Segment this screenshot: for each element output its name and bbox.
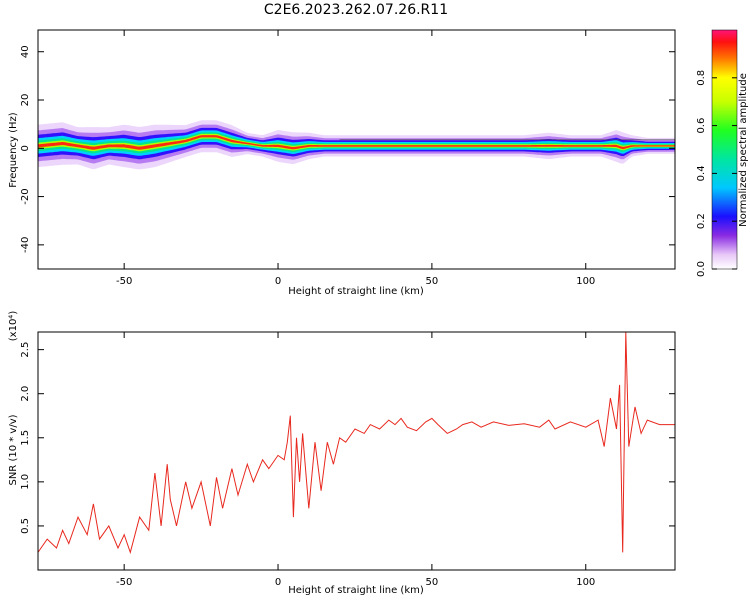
snr-ytick-label: 0.5 [20, 518, 31, 534]
spectrogram-ytick-label: 20 [20, 94, 31, 107]
snr-ytick-label: 1.0 [20, 474, 31, 490]
snr-ytick-label: 2.5 [20, 342, 31, 358]
spectrogram-panel: -50 0 50 100 -40 -20 0 20 40 Height of straight … [8, 29, 676, 297]
spectrogram-heatmap [38, 120, 675, 170]
colorbar: 0.0 0.2 0.4 0.6 0.8 Normalized spectral ampl… [696, 29, 749, 277]
colorbar-gradient [711, 29, 738, 270]
spectrogram-ytick-label: -20 [20, 188, 31, 204]
spectrogram-xlabel: Height of straight line (km) [288, 286, 424, 297]
spectrogram-xtick-label: 100 [576, 276, 595, 287]
snr-axes: -50 0 50 100 0.5 1.0 1.5 2.0 2.5 [20, 332, 675, 588]
colorbar-tick-label: 0.6 [696, 118, 707, 134]
snr-panel: -50 0 50 100 0.5 1.0 1.5 2.0 2.5 Height of strai… [8, 311, 676, 596]
spectrogram-ytick-label: 40 [20, 45, 31, 58]
spectrogram-xtick-label: -50 [116, 276, 132, 287]
colorbar-tick-label: 0.4 [696, 165, 707, 181]
colorbar-tick-label: 0.8 [696, 70, 707, 86]
snr-xtick-label: 50 [426, 577, 439, 588]
snr-xtick-label: 100 [576, 577, 595, 588]
spectrogram-frame [37, 29, 676, 270]
colorbar-tick-label: 0.0 [696, 261, 707, 277]
figure-title: C2E6.2023.262.07.26.R11 [264, 2, 448, 18]
spectrogram-xtick-label: 50 [426, 276, 439, 287]
snr-ytick-label: 1.5 [20, 430, 31, 446]
colorbar-ticks: 0.0 0.2 0.4 0.6 0.8 [696, 70, 737, 277]
spectrogram-ytick-label: -40 [20, 237, 31, 253]
colorbar-label: Normalized spectral amplitude [738, 73, 749, 227]
spectrogram-ylabel: Frequency (Hz) [8, 112, 19, 188]
snr-xtick-label: 0 [275, 577, 281, 588]
snr-frame [37, 331, 676, 571]
snr-multiplier: (x10⁴) [8, 311, 19, 342]
snr-plot-area [38, 332, 675, 570]
heatmap-band-6 [38, 135, 675, 150]
colorbar-tick-label: 0.2 [696, 213, 707, 229]
snr-xlabel: Height of straight line (km) [288, 585, 424, 596]
spectrogram-ytick-label: 0 [20, 145, 31, 151]
spectrogram-axes: -50 0 50 100 -40 -20 0 20 40 [20, 30, 675, 287]
snr-ylabel: SNR (10 * v/v) [8, 414, 19, 485]
snr-ytick-label: 2.0 [20, 386, 31, 402]
snr-series-line [38, 332, 675, 555]
spectrogram-xtick-label: 0 [275, 276, 281, 287]
snr-xtick-label: -50 [116, 577, 132, 588]
